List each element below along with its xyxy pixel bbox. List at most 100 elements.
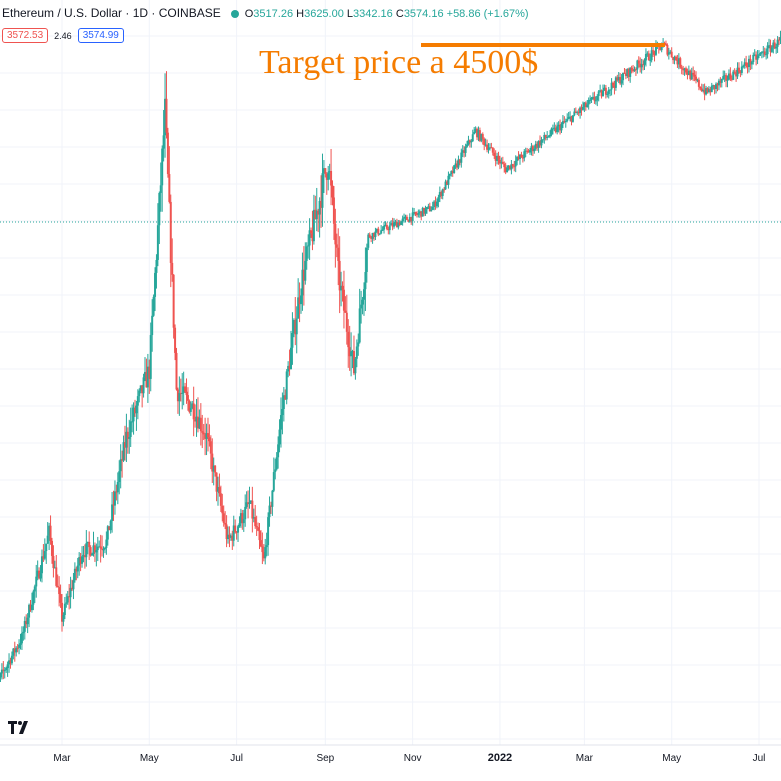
candle-body bbox=[700, 88, 703, 92]
candle bbox=[252, 508, 255, 523]
market-status-dot-icon bbox=[230, 9, 239, 18]
candle bbox=[740, 61, 743, 76]
candle bbox=[637, 56, 640, 68]
candle bbox=[672, 56, 675, 64]
candle-body bbox=[440, 191, 443, 197]
candle bbox=[32, 589, 35, 611]
candle-body bbox=[517, 157, 520, 159]
candle bbox=[298, 282, 301, 323]
candle bbox=[102, 546, 105, 558]
candle-body bbox=[368, 234, 371, 238]
candle bbox=[616, 74, 619, 82]
candle bbox=[405, 214, 408, 221]
candle-body bbox=[417, 213, 420, 215]
candle bbox=[566, 113, 569, 123]
candle bbox=[501, 156, 504, 165]
tradingview-logo-icon[interactable] bbox=[6, 718, 30, 736]
candle bbox=[461, 145, 464, 158]
candle bbox=[318, 197, 321, 238]
candle-body bbox=[637, 60, 640, 64]
candle bbox=[324, 168, 327, 178]
candle-body bbox=[775, 46, 778, 49]
candle-body bbox=[428, 206, 431, 212]
candle bbox=[59, 584, 62, 608]
candle-body bbox=[45, 543, 48, 552]
candle-body bbox=[481, 134, 484, 139]
candle bbox=[314, 195, 317, 220]
candle-body bbox=[40, 556, 43, 574]
candle-body bbox=[304, 260, 307, 281]
candle-body bbox=[411, 212, 414, 222]
candle bbox=[591, 92, 594, 100]
grid-lines bbox=[0, 0, 781, 745]
candle-body bbox=[73, 568, 76, 581]
candle-body bbox=[610, 82, 613, 90]
candle-body bbox=[367, 234, 370, 248]
candle-body bbox=[460, 152, 463, 163]
candle-body bbox=[328, 171, 331, 173]
candle bbox=[310, 227, 313, 238]
candle bbox=[45, 543, 48, 564]
candle bbox=[142, 373, 145, 398]
candle-body bbox=[659, 46, 662, 51]
candle bbox=[25, 614, 28, 629]
candle-body bbox=[115, 491, 118, 493]
candle-body bbox=[191, 403, 194, 409]
candle bbox=[742, 64, 745, 69]
candle bbox=[650, 43, 653, 63]
candle-body bbox=[408, 217, 411, 222]
candle-body bbox=[0, 669, 3, 674]
candle bbox=[278, 419, 281, 453]
candle bbox=[52, 545, 55, 578]
candle bbox=[12, 647, 15, 660]
candle bbox=[291, 312, 294, 365]
candle bbox=[275, 452, 278, 471]
candle bbox=[19, 633, 22, 650]
candle bbox=[434, 196, 437, 210]
candle-body bbox=[196, 416, 199, 429]
candle bbox=[301, 252, 304, 311]
candle-body bbox=[683, 68, 686, 71]
candle-body bbox=[569, 116, 572, 118]
buy-price-button[interactable]: 3574.99 bbox=[77, 28, 124, 43]
candle bbox=[444, 179, 447, 190]
candle-body bbox=[325, 173, 328, 180]
candle bbox=[466, 140, 469, 148]
candle-body bbox=[354, 358, 357, 374]
candle-body bbox=[12, 648, 15, 656]
candle bbox=[325, 172, 328, 195]
target-price-annotation[interactable]: Target price a 4500$ bbox=[259, 44, 539, 81]
candle bbox=[5, 666, 8, 673]
candle bbox=[352, 335, 355, 376]
candle bbox=[729, 67, 732, 82]
time-axis[interactable]: Mar May Jul Sep Nov 2022 Mar May Jul bbox=[0, 744, 781, 764]
candle bbox=[78, 552, 81, 576]
candle-body bbox=[195, 416, 198, 422]
candle-body bbox=[166, 132, 169, 175]
candle-body bbox=[344, 310, 347, 313]
candle-body bbox=[194, 419, 197, 422]
candle-body bbox=[176, 389, 179, 402]
candle-body bbox=[341, 285, 344, 290]
candle bbox=[732, 69, 735, 81]
candle-body bbox=[172, 274, 175, 328]
candle bbox=[435, 198, 438, 209]
candle-body bbox=[375, 228, 378, 232]
candle-body bbox=[38, 570, 41, 579]
candle-body bbox=[673, 56, 676, 61]
candle bbox=[221, 493, 224, 522]
candle bbox=[624, 68, 627, 80]
candle bbox=[360, 290, 363, 324]
candle-body bbox=[461, 150, 464, 153]
sell-price-button[interactable]: 3572.53 bbox=[2, 28, 49, 43]
candle-body bbox=[351, 351, 354, 353]
candle bbox=[8, 653, 11, 673]
candle bbox=[725, 73, 728, 88]
candle bbox=[247, 490, 250, 519]
candle-body bbox=[444, 181, 447, 190]
candle-body bbox=[302, 269, 305, 281]
candle-body bbox=[584, 102, 587, 108]
candle-body bbox=[62, 614, 65, 622]
candle bbox=[573, 108, 576, 117]
